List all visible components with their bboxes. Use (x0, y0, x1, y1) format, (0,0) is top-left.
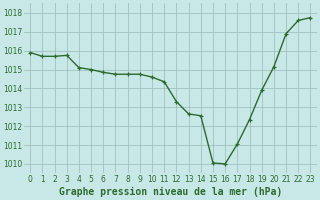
X-axis label: Graphe pression niveau de la mer (hPa): Graphe pression niveau de la mer (hPa) (59, 186, 282, 197)
